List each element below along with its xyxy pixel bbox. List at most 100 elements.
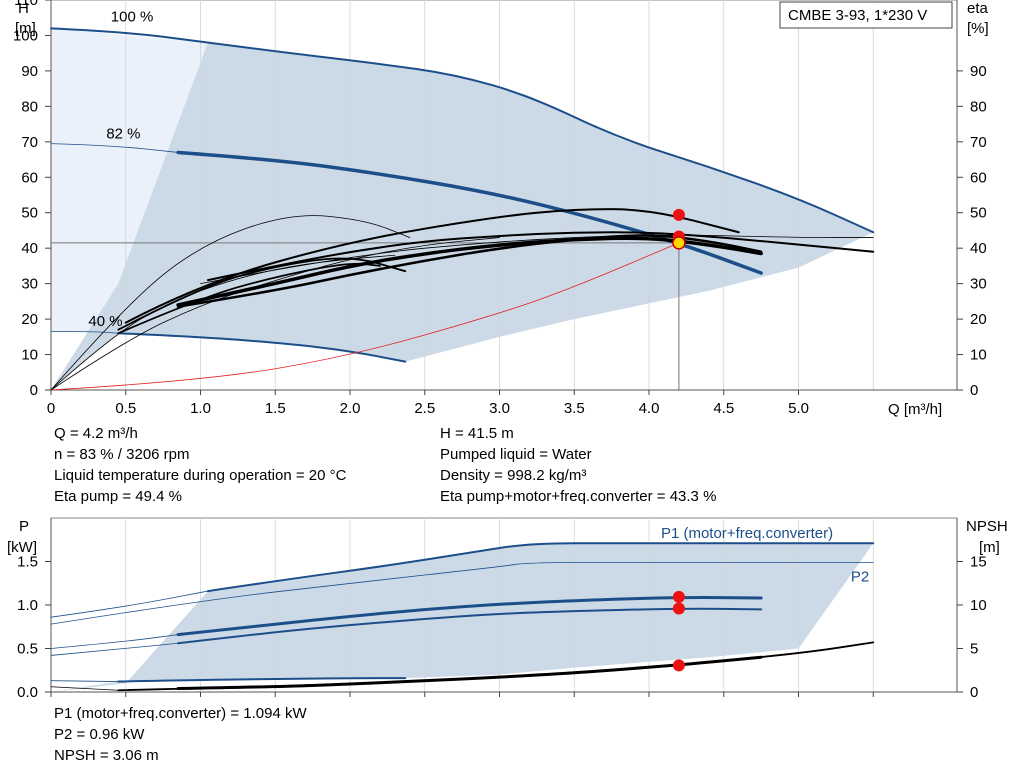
y-tick-left-label: 100 [13, 27, 38, 44]
series-label-1: P2 [851, 569, 869, 586]
y-tick-right-label: 30 [970, 276, 987, 293]
y-axis-label-p: P [19, 518, 29, 535]
x-tick-label: 2.5 [414, 400, 435, 417]
operating-range-band [51, 42, 874, 390]
speed-label-0: 100 % [111, 8, 154, 25]
info-temp: Liquid temperature during operation = 20… [54, 467, 347, 484]
series-line-p40_faint [50, 680, 119, 682]
y-axis-unit-p: [kW] [7, 539, 37, 556]
info-p1: P1 (motor+freq.converter) = 1.094 kW [54, 705, 307, 722]
y-tick-left-label: 10 [21, 347, 38, 364]
x-tick-label: 2.0 [340, 400, 361, 417]
power-npsh-chart: 0.0 0.5 1.0 1.5 0 5 10 15 P1 (motor+freq.conver… [7, 517, 1008, 701]
y-tick-left-label: 0.5 [17, 641, 38, 658]
y-tick-right-label: 50 [970, 205, 987, 222]
series-line-eta_mot_ext [50, 215, 411, 391]
duty-point-0 [672, 208, 685, 221]
x-tick-label: 5.0 [788, 400, 809, 417]
head-efficiency-chart: 0 10 20 30 40 50 60 70 80 90 100 110 0 10 20 30 40 50 60 70… [13, 0, 989, 418]
speed-label-1: 82 % [106, 125, 140, 142]
y-tick-left-label: 0.0 [17, 684, 38, 701]
series-line-p1_82_faint [50, 634, 179, 649]
info-left: Q = 4.2 m³/h n = 83 % / 3206 rpm Liquid … [54, 423, 346, 507]
series-line-eta82_thick [176, 236, 763, 307]
info-liquid: Pumped liquid = Water [440, 446, 592, 463]
model-label-box [779, 1, 953, 29]
series-label-0: P1 (motor+freq.converter) [661, 525, 833, 542]
y-tick-right-label: 10 [970, 597, 987, 614]
info-bottom: P1 (motor+freq.converter) = 1.094 kW P2 … [54, 703, 307, 766]
operating-range-band [51, 543, 874, 692]
duty-point-0 [672, 590, 685, 603]
series-line-npsh_faint [50, 686, 119, 691]
series-line-eta40 [117, 257, 407, 331]
series-line-eta40_b [117, 262, 381, 335]
y-tick-left-label: 1.5 [17, 554, 38, 571]
x-tick-label: 1.0 [190, 400, 211, 417]
series-line-h40_faint [50, 331, 119, 334]
y-tick-left-label: 20 [21, 311, 38, 328]
x-tick-label: 3.0 [489, 400, 510, 417]
x-tick-label: 0 [47, 400, 55, 417]
y-tick-right-label: 5 [970, 641, 978, 658]
x-tick-label: 4.5 [713, 400, 734, 417]
y-tick-left-label: 40 [21, 240, 38, 257]
y-axis-label-h: H [18, 0, 29, 17]
series-line-p1_82 [176, 596, 763, 637]
y-tick-left-label: 70 [21, 134, 38, 151]
series-line-p2_100 [50, 561, 874, 625]
series-line-h82_faint [50, 143, 179, 153]
info-n: n = 83 % / 3206 rpm [54, 446, 190, 463]
y-tick-left-label: 30 [21, 276, 38, 293]
series-line-npsh_82 [176, 655, 763, 691]
info-npsh: NPSH = 3.06 m [54, 747, 159, 764]
y-axis-unit-eta: [%] [967, 20, 989, 37]
series-line-p2_82 [177, 607, 763, 645]
y-axis-unit-npsh: [m] [979, 539, 1000, 556]
info-density: Density = 998.2 kg/m³ [440, 467, 587, 484]
y-tick-right-label: 10 [970, 347, 987, 364]
y-tick-right-label: 20 [970, 311, 987, 328]
series-line-eta82_thin [206, 231, 875, 282]
model-label: CMBE 3-93, 1*230 V [788, 7, 927, 24]
duty-point-2 [672, 236, 686, 250]
y-tick-right-label: 40 [970, 240, 987, 257]
info-eta-pump: Eta pump = 49.4 % [54, 488, 182, 505]
info-eta-total: Eta pump+motor+freq.converter = 43.3 % [440, 488, 717, 505]
x-tick-label: 4.0 [639, 400, 660, 417]
duty-point-2 [672, 659, 685, 672]
y-tick-left-label: 110 [14, 0, 38, 9]
duty-point-1 [672, 602, 685, 615]
speed-label-2: 40 % [88, 313, 122, 330]
info-q: Q = 4.2 m³/h [54, 425, 138, 442]
x-tick-label: 1.5 [265, 400, 286, 417]
y-tick-left-label: 50 [21, 205, 38, 222]
y-tick-right-label: 60 [970, 169, 987, 186]
y-tick-right-label: 0 [970, 382, 978, 399]
y-tick-right-label: 0 [970, 684, 978, 701]
y-axis-label-eta: eta [967, 0, 989, 17]
light-operating-band [51, 28, 208, 334]
series-line-eta82_thick2 [176, 234, 763, 308]
x-tick-label: 3.5 [564, 400, 585, 417]
y-tick-left-label: 0 [30, 382, 38, 399]
y-tick-right-label: 70 [970, 134, 987, 151]
x-tick-label: 0.5 [115, 400, 136, 417]
series-line-p1_100_faint [50, 590, 209, 618]
series-line-p2_82_faint [50, 642, 179, 656]
y-axis-unit-h: [m] [15, 20, 36, 37]
series-line-p1_40 [117, 677, 407, 683]
y-tick-left-label: 80 [21, 98, 38, 115]
info-right: H = 41.5 m Pumped liquid = Water Density… [440, 423, 716, 507]
y-tick-right-label: 80 [970, 98, 987, 115]
y-tick-right-label: 15 [970, 554, 987, 571]
info-h: H = 41.5 m [440, 425, 514, 442]
series-line-h82 [176, 150, 763, 275]
y-tick-left-label: 1.0 [17, 597, 38, 614]
y-axis-label-npsh: NPSH [966, 518, 1008, 535]
x-axis-label-q: Q [m³/h] [888, 401, 942, 418]
y-tick-right-label: 90 [970, 63, 987, 80]
series-line-p1_100 [206, 542, 875, 593]
series-line-h40 [117, 332, 407, 363]
series-line-h100 [50, 27, 875, 234]
